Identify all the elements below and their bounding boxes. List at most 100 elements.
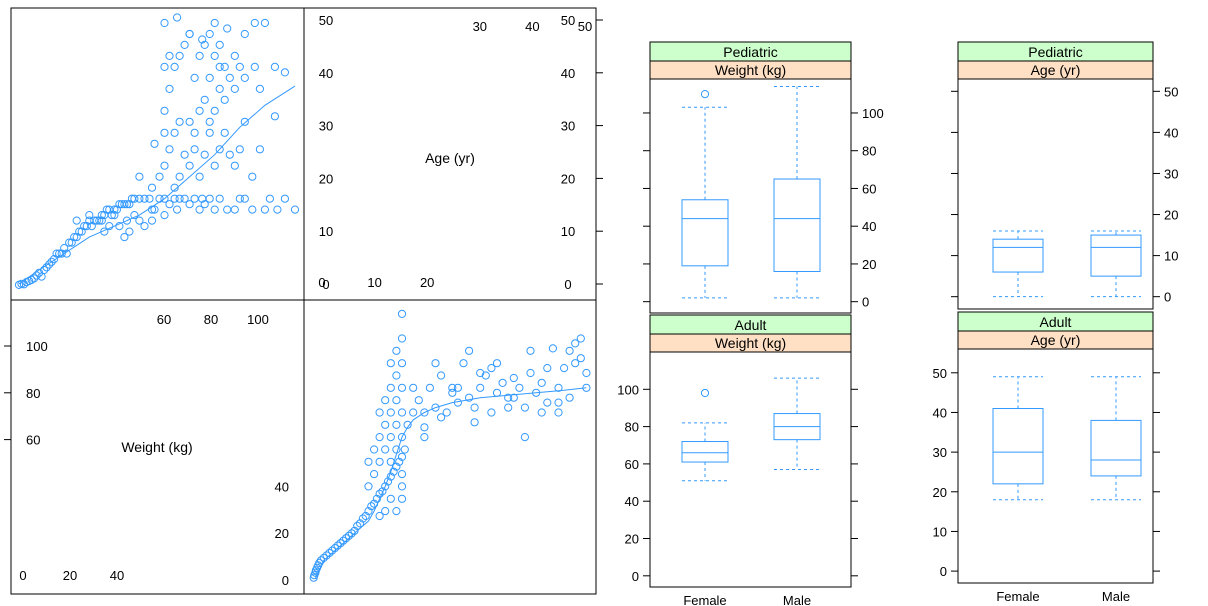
data-point — [115, 222, 124, 231]
strip-label: Age (yr) — [1031, 62, 1081, 78]
data-point — [543, 398, 552, 407]
data-point — [62, 249, 71, 258]
data-point — [397, 452, 407, 461]
data-point — [342, 534, 351, 543]
data-point — [509, 393, 518, 402]
data-point — [339, 536, 348, 545]
data-point — [107, 211, 116, 220]
data-point — [344, 531, 353, 540]
panel-frame — [649, 351, 852, 588]
data-point — [230, 205, 239, 214]
panel-frame — [649, 78, 852, 314]
data-point — [190, 194, 199, 203]
data-point — [397, 309, 407, 318]
data-point — [386, 408, 395, 417]
data-point — [453, 383, 462, 392]
data-point — [381, 396, 390, 405]
data-point — [420, 433, 429, 442]
data-point — [381, 482, 390, 491]
data-point — [87, 222, 96, 231]
data-point — [386, 494, 395, 503]
data-point — [150, 205, 159, 214]
data-point — [92, 216, 101, 225]
data-point — [210, 106, 219, 115]
splom-weight-label: Weight (kg) — [121, 439, 192, 455]
data-point — [548, 344, 558, 353]
data-point — [375, 511, 384, 521]
data-point — [273, 205, 282, 214]
data-point — [270, 62, 279, 72]
data-point — [255, 84, 264, 94]
data-point — [565, 346, 574, 355]
data-point — [270, 112, 279, 121]
data-point — [180, 194, 189, 203]
data-point — [70, 233, 79, 242]
tick-label: 40 — [319, 66, 333, 81]
data-point — [364, 482, 373, 491]
category-label: Male — [1102, 589, 1130, 604]
strip-label: Pediatric — [1028, 44, 1082, 60]
boxplot-adult-weight: Adult Weight (kg) 0 20 40 60 80 100 — [617, 314, 858, 588]
data-point — [248, 172, 257, 181]
data-point — [543, 364, 552, 373]
data-point — [175, 117, 184, 126]
data-point — [72, 233, 81, 242]
data-point — [67, 238, 76, 247]
data-point — [487, 364, 496, 373]
tick-label: 0 — [282, 573, 289, 588]
data-point — [147, 216, 157, 225]
tick-label: 100 — [247, 312, 269, 327]
data-point — [361, 511, 370, 521]
data-point — [110, 205, 119, 214]
tick-label: 50 — [578, 19, 592, 34]
data-point — [220, 62, 229, 72]
data-point — [425, 383, 434, 392]
strip-label: Adult — [735, 317, 767, 333]
data-point — [198, 35, 207, 44]
data-point — [576, 354, 585, 363]
data-point — [492, 359, 502, 368]
data-point — [576, 334, 585, 343]
boxplot-adult-age: Adult Age (yr) 0 10 20 30 40 50 — [933, 311, 1160, 584]
outlier-point — [700, 388, 710, 398]
tick-label: 50 — [933, 366, 947, 381]
data-point — [125, 200, 134, 209]
strip-label: Weight (kg) — [715, 62, 786, 78]
data-point — [200, 150, 209, 159]
data-point — [364, 457, 373, 466]
data-point — [105, 222, 114, 231]
data-point — [27, 275, 36, 284]
data-point — [195, 205, 204, 214]
boxplot-pediatric-age: Pediatric Age (yr) 0 10 20 30 40 50 — [951, 41, 1178, 310]
data-point — [504, 393, 513, 402]
data-point — [215, 145, 224, 154]
data-point — [392, 396, 401, 405]
data-point — [160, 128, 169, 137]
box-iqr — [992, 407, 1044, 485]
data-point — [526, 346, 535, 355]
data-point — [170, 62, 179, 72]
data-point — [195, 51, 204, 61]
data-point — [120, 233, 129, 242]
category-label: Female — [683, 593, 726, 606]
data-point — [409, 408, 418, 417]
data-point — [205, 29, 214, 39]
data-point — [554, 408, 563, 417]
data-point — [537, 378, 546, 387]
data-point — [453, 398, 462, 407]
box-iqr — [1090, 234, 1142, 277]
scatter-panel-age-vs-weight — [14, 13, 300, 289]
data-point — [180, 150, 189, 159]
data-point — [155, 172, 164, 181]
tick-label: 20 — [1164, 208, 1178, 223]
tick-label: 80 — [625, 420, 639, 435]
data-point — [328, 546, 337, 555]
data-point — [255, 145, 264, 154]
data-point — [280, 68, 289, 77]
tick-label: 0 — [318, 275, 325, 290]
data-point — [215, 84, 224, 94]
data-point — [205, 194, 214, 203]
tick-label: 80 — [204, 312, 218, 327]
tick-label: 40 — [862, 219, 876, 234]
data-point — [165, 84, 174, 94]
